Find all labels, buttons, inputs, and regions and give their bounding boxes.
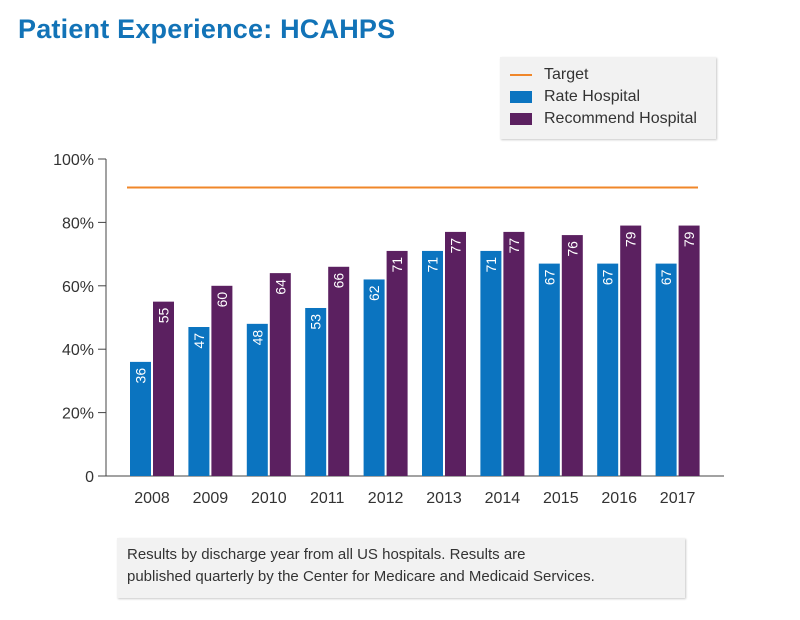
bar-recommend-hospital: [620, 225, 642, 476]
bar-value-label: 53: [308, 314, 324, 330]
y-tick-label: 100%: [53, 152, 94, 169]
bar-value-label: 60: [214, 292, 230, 308]
legend-swatch-rate: [510, 91, 532, 103]
bar-value-label: 77: [506, 238, 522, 254]
bar-value-label: 76: [564, 241, 580, 257]
bar-recommend-hospital: [153, 301, 174, 476]
bar-recommend-hospital: [678, 225, 700, 476]
bar-recommend-hospital: [445, 231, 466, 476]
footnote-line-2: published quarterly by the Center for Me…: [127, 568, 595, 585]
bar-value-label: 47: [191, 333, 207, 349]
legend-item-recommend: Recommend Hospital: [510, 109, 697, 129]
bar-value-label: 67: [541, 269, 557, 285]
bar-rate-hospital: [188, 327, 210, 476]
x-tick-label: 2015: [543, 490, 579, 507]
bar-value-label: 71: [389, 257, 405, 273]
x-tick-label: 2010: [251, 490, 287, 507]
y-tick-label: 40%: [62, 342, 94, 359]
footnote-box: Results by discharge year from all US ho…: [117, 538, 685, 598]
y-tick-label: 0: [85, 469, 94, 486]
legend-item-target: Target: [510, 65, 588, 85]
bar-rate-hospital: [597, 263, 619, 476]
bar-rate-hospital: [130, 361, 151, 476]
bar-rate-hospital: [480, 250, 502, 476]
chart-legend: Target Rate Hospital Recommend Hospital: [500, 57, 716, 139]
footnote-line-1: Results by discharge year from all US ho…: [127, 546, 526, 563]
legend-label-target: Target: [544, 66, 589, 83]
legend-swatch-recommend: [510, 113, 532, 125]
bar-rate-hospital: [422, 250, 443, 476]
bar-rate-hospital: [538, 263, 560, 476]
bar-recommend-hospital: [386, 250, 408, 476]
bar-value-label: 71: [425, 257, 441, 273]
y-tick-label: 20%: [62, 406, 94, 423]
legend-label-rate: Rate Hospital: [544, 88, 641, 105]
legend-label-recommend: Recommend Hospital: [544, 110, 697, 127]
bar-value-label: 67: [600, 269, 616, 285]
x-tick-label: 2012: [368, 490, 404, 507]
bar-value-label: 36: [133, 368, 149, 384]
bar-rate-hospital: [246, 323, 268, 476]
legend-swatch-target: [510, 74, 532, 76]
bar-value-label: 67: [658, 269, 674, 285]
bar-rate-hospital: [305, 307, 327, 476]
bar-rate-hospital: [655, 263, 677, 476]
x-tick-label: 2017: [660, 490, 696, 507]
bar-recommend-hospital: [328, 266, 350, 476]
bar-recommend-hospital: [269, 273, 291, 476]
bar-value-label: 62: [366, 285, 382, 301]
y-tick-label: 60%: [62, 279, 94, 296]
y-tick-label: 80%: [62, 215, 94, 232]
x-tick-label: 2014: [485, 490, 521, 507]
bar-value-label: 66: [331, 273, 347, 289]
bar-value-label: 77: [448, 238, 464, 254]
x-tick-label: 2011: [310, 490, 345, 507]
legend-item-rate: Rate Hospital: [510, 87, 640, 107]
bar-rate-hospital: [363, 279, 385, 476]
bar-value-label: 55: [156, 307, 172, 323]
x-tick-label: 2009: [193, 490, 229, 507]
bar-value-label: 79: [681, 231, 697, 247]
bar-recommend-hospital: [561, 235, 583, 476]
bar-value-label: 71: [483, 257, 499, 273]
bar-recommend-hospital: [211, 285, 233, 476]
x-tick-label: 2016: [601, 490, 637, 507]
bar-value-label: 79: [623, 231, 639, 247]
bar-recommend-hospital: [503, 231, 525, 476]
x-tick-label: 2008: [134, 490, 170, 507]
bar-value-label: 48: [249, 330, 265, 346]
chart-title: Patient Experience: HCAHPS: [18, 14, 396, 44]
bar-value-label: 64: [272, 279, 288, 295]
x-tick-label: 2013: [426, 490, 462, 507]
